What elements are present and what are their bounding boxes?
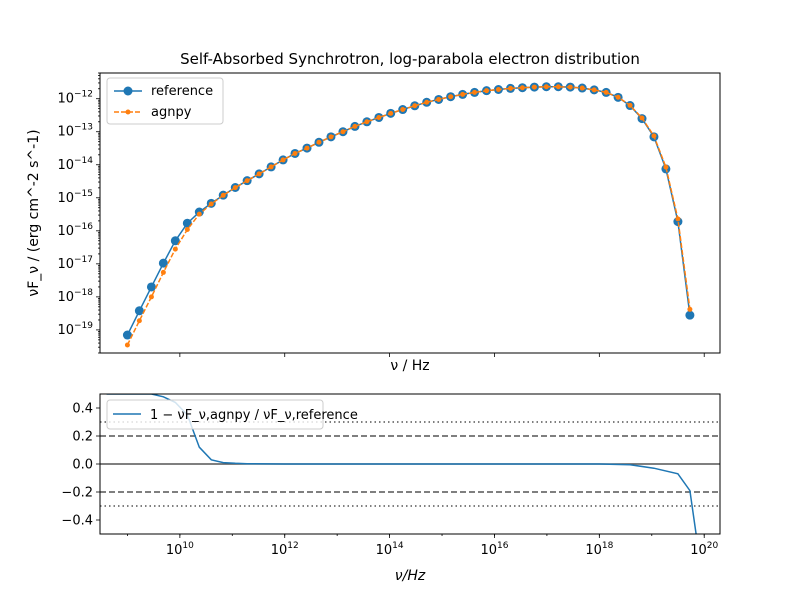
legend-residual-label: 1 − νF_ν,agnpy / νF_ν,reference: [150, 408, 358, 423]
legend-agnpy-marker: [125, 109, 131, 115]
data-point-agnpy: [543, 84, 549, 90]
top-x-ticks: [179, 353, 705, 357]
data-point-reference: [134, 306, 144, 316]
data-point-agnpy: [388, 110, 394, 116]
data-point-agnpy: [436, 96, 442, 102]
bottom-legend-box: [106, 399, 324, 430]
top-plot-content: [122, 82, 695, 348]
top-y-axis-label: νF_ν / (erg cm^-2 s^-1): [26, 129, 42, 296]
data-point-agnpy: [495, 86, 501, 92]
data-point-agnpy: [448, 94, 454, 100]
data-point-agnpy: [460, 91, 466, 97]
data-point-agnpy: [256, 171, 262, 177]
data-point-agnpy: [160, 269, 166, 275]
data-point-agnpy: [591, 87, 597, 93]
data-point-agnpy: [663, 164, 669, 170]
data-point-agnpy: [472, 89, 478, 95]
y-tick-label: −0.4: [61, 514, 93, 529]
data-point-agnpy: [651, 133, 657, 139]
y-tick-label: −0.2: [61, 486, 93, 501]
data-point-agnpy: [148, 294, 154, 300]
data-point-agnpy: [627, 102, 633, 108]
data-point-agnpy: [136, 318, 142, 324]
top-x-axis-label: ν / Hz: [390, 358, 429, 374]
data-point-agnpy: [531, 84, 537, 90]
data-point-agnpy: [603, 89, 609, 95]
data-point-agnpy: [196, 211, 202, 217]
data-point-agnpy: [519, 85, 525, 91]
data-point-agnpy: [687, 306, 693, 312]
data-point-agnpy: [220, 192, 226, 198]
data-point-reference: [158, 258, 168, 268]
top-axes-frame: [99, 72, 721, 354]
data-point-agnpy: [364, 119, 370, 125]
bottom-plot-content: [100, 394, 720, 534]
data-point-agnpy: [639, 115, 645, 121]
data-point-agnpy: [268, 164, 274, 170]
bottom-x-axis-label: ν/Hz: [395, 568, 426, 584]
data-point-reference: [170, 236, 180, 246]
residual-line: [106, 394, 697, 534]
top-series-group: [122, 82, 695, 348]
data-point-agnpy: [675, 216, 681, 222]
y-tick-label: 0.2: [72, 430, 93, 445]
data-point-agnpy: [376, 114, 382, 120]
data-point-agnpy: [340, 129, 346, 135]
bottom-y-ticks: −0.4 −0.2 0.0 0.2 0.4: [61, 402, 100, 529]
data-point-agnpy: [412, 103, 418, 109]
data-point-agnpy: [328, 134, 334, 140]
bottom-legend: 1 − νF_ν,agnpy / νF_ν,reference: [106, 399, 358, 430]
data-point-reference: [685, 310, 695, 320]
data-point-agnpy: [184, 226, 190, 232]
data-point-agnpy: [615, 94, 621, 100]
data-point-agnpy: [280, 157, 286, 163]
data-point-agnpy: [292, 150, 298, 156]
y-tick-label: 0.0: [72, 458, 93, 473]
data-point-agnpy: [208, 201, 214, 207]
data-point-agnpy: [579, 85, 585, 91]
data-point-agnpy: [304, 145, 310, 151]
data-point-agnpy: [172, 246, 178, 252]
data-point-agnpy: [244, 178, 250, 184]
data-point-agnpy: [567, 84, 573, 90]
data-point-agnpy: [124, 342, 130, 348]
data-point-agnpy: [484, 88, 490, 94]
data-point-reference: [146, 282, 156, 292]
top-legend: reference agnpy: [106, 77, 224, 125]
legend-reference-marker: [123, 86, 133, 96]
chart-title: Self-Absorbed Synchrotron, log-parabola …: [180, 50, 640, 68]
data-point-agnpy: [232, 185, 238, 191]
data-point-agnpy: [400, 107, 406, 113]
data-point-agnpy: [316, 139, 322, 145]
data-point-agnpy: [424, 99, 430, 105]
data-point-reference: [122, 330, 132, 340]
legend-reference-label: reference: [151, 84, 213, 99]
data-point-agnpy: [507, 85, 513, 91]
data-point-agnpy: [555, 84, 561, 90]
y-tick-label: 0.4: [72, 402, 93, 417]
legend-agnpy-label: agnpy: [151, 105, 192, 120]
bottom-x-ticks: 1010 1012 1014 1016 1018 1020: [127, 534, 718, 558]
bottom-series-group: [100, 394, 720, 534]
data-point-agnpy: [352, 123, 358, 129]
